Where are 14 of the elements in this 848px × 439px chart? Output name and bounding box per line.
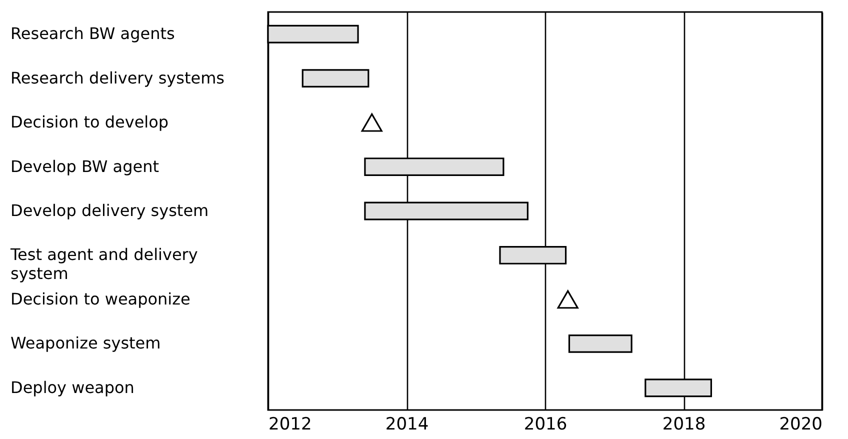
x-tick-label: 2014: [385, 414, 429, 434]
x-tick-label: 2016: [524, 414, 568, 434]
y-tick-label: Research BW agents: [10, 24, 175, 44]
y-tick-label: Decision to weaponize: [10, 289, 190, 308]
y-tick-label: Develop BW agent: [10, 156, 159, 176]
y-tick-label: Decision to develop: [10, 112, 169, 132]
y-tick-label: Deploy weapon: [10, 378, 134, 397]
x-tick-label: 2020: [779, 414, 822, 434]
x-tick-label: 2018: [662, 414, 706, 434]
y-tick-label: Research delivery systems: [10, 68, 224, 88]
y-tick-label: Test agent and delivery system: [10, 245, 198, 284]
x-tick-label: 2012: [268, 414, 312, 434]
y-tick-label: Weaponize system: [10, 334, 161, 353]
y-tick-label: Develop delivery system: [10, 201, 209, 220]
